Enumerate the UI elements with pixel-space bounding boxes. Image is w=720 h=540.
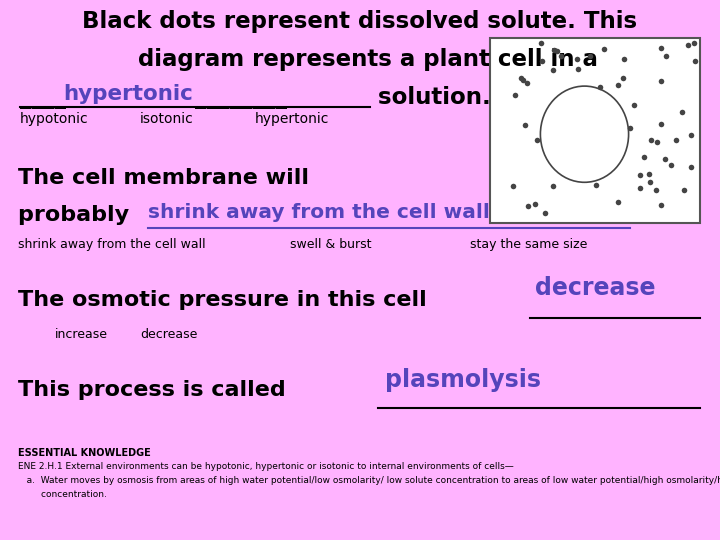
Text: concentration.: concentration. [18, 490, 107, 499]
Text: swell & burst: swell & burst [290, 238, 372, 251]
Text: ________: ________ [195, 86, 287, 109]
Text: Black dots represent dissolved solute. This: Black dots represent dissolved solute. T… [82, 10, 638, 33]
Bar [490, 38, 700, 223]
Text: hypertonic: hypertonic [63, 84, 193, 104]
Text: hypertonic: hypertonic [255, 112, 329, 126]
Text: isotonic: isotonic [140, 112, 194, 126]
Text: plasmolysis: plasmolysis [385, 368, 541, 392]
Text: decrease: decrease [535, 276, 655, 300]
Text: stay the same size: stay the same size [470, 238, 588, 251]
Text: shrink away from the cell wall: shrink away from the cell wall [18, 238, 206, 251]
Text: decrease: decrease [140, 328, 197, 341]
Text: This process is called: This process is called [18, 380, 294, 400]
Ellipse shape [541, 86, 629, 183]
Text: increase: increase [55, 328, 108, 341]
Text: solution.: solution. [370, 86, 491, 109]
Text: a.  Water moves by osmosis from areas of high water potential/low osmolarity/ lo: a. Water moves by osmosis from areas of … [18, 476, 720, 485]
Text: probably: probably [18, 205, 137, 225]
Text: The cell membrane will: The cell membrane will [18, 168, 309, 188]
Text: The osmotic pressure in this cell: The osmotic pressure in this cell [18, 290, 434, 310]
Text: diagram represents a plant cell in a: diagram represents a plant cell in a [122, 48, 598, 71]
Text: ENE 2.H.1 External environments can be hypotonic, hypertonic or isotonic to inte: ENE 2.H.1 External environments can be h… [18, 462, 514, 471]
Text: ____: ____ [20, 86, 66, 109]
Text: hypotonic: hypotonic [20, 112, 89, 126]
Text: shrink away from the cell wall: shrink away from the cell wall [148, 203, 490, 222]
Text: ESSENTIAL KNOWLEDGE: ESSENTIAL KNOWLEDGE [18, 448, 150, 458]
